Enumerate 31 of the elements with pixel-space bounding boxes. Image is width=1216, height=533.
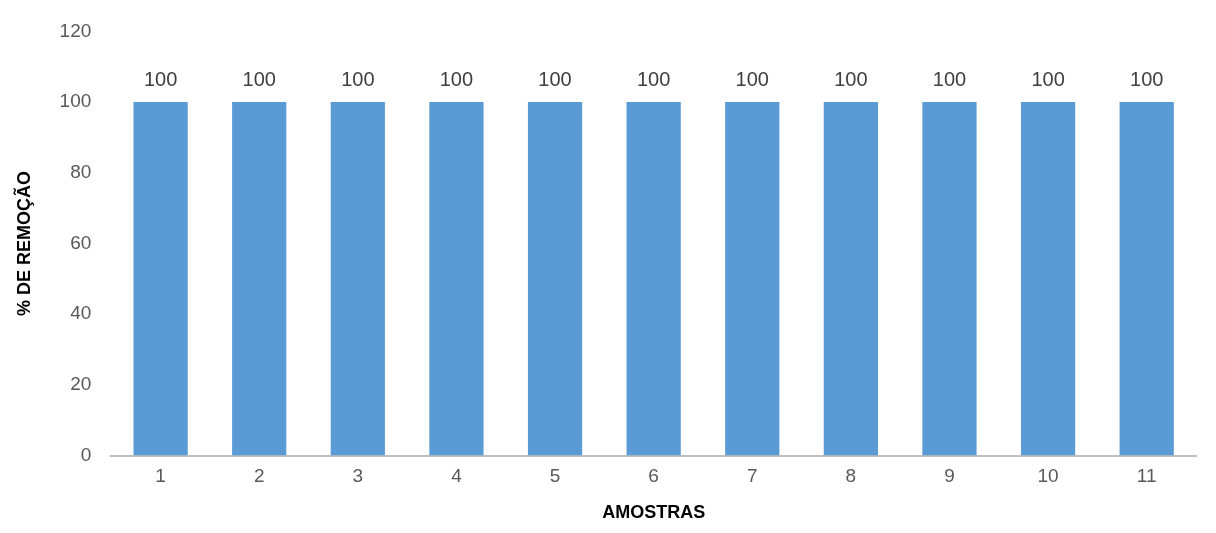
y-tick-label: 40 (70, 302, 92, 324)
y-tick-label: 80 (70, 161, 92, 183)
x-tick-label: 5 (549, 465, 561, 487)
y-tick-label: 120 (59, 19, 92, 41)
data-label: 100 (834, 67, 868, 90)
data-label: 100 (242, 67, 276, 90)
y-tick-label: 100 (59, 90, 92, 112)
x-tick-label: 9 (944, 465, 955, 487)
y-axis-title: % DE REMOÇÃO (12, 170, 34, 317)
data-label: 100 (538, 67, 572, 90)
data-label: 100 (439, 67, 474, 90)
y-tick-label: 60 (70, 231, 92, 253)
data-label: 100 (143, 67, 178, 90)
x-tick-label: 1 (155, 465, 166, 487)
data-label: 100 (1130, 67, 1164, 90)
y-tick-label: 20 (70, 373, 92, 395)
y-tick-label: 0 (80, 443, 92, 465)
x-tick-label: 11 (1136, 465, 1157, 487)
x-axis-title: AMOSTRAS (602, 502, 706, 523)
x-tick-label: 3 (352, 465, 364, 487)
x-tick-label: 7 (746, 465, 758, 487)
x-tick-label: 6 (648, 465, 659, 487)
x-tick-label: 2 (253, 465, 265, 487)
x-tick-label: 10 (1037, 465, 1059, 487)
data-label: 100 (932, 67, 967, 90)
data-label: 100 (636, 67, 671, 90)
data-label: 100 (1031, 67, 1065, 90)
data-label: 100 (341, 67, 375, 90)
x-tick-label: 4 (451, 465, 463, 487)
data-label: 100 (735, 67, 769, 90)
x-tick-label: 8 (845, 465, 857, 487)
